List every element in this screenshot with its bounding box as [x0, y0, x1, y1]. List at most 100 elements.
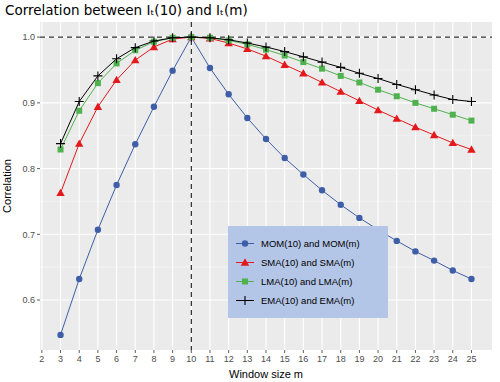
point: [112, 54, 121, 63]
tick: [378, 350, 379, 353]
point: [467, 145, 475, 152]
tick-label: 0.9: [22, 98, 35, 108]
grid-line: [97, 22, 98, 350]
point: [206, 34, 214, 41]
tick-label: 25: [466, 354, 476, 364]
tick: [37, 37, 40, 38]
tick: [135, 350, 136, 353]
tick: [266, 350, 267, 353]
point: [151, 104, 157, 110]
tick: [79, 350, 80, 353]
tick: [303, 350, 304, 353]
point: [76, 276, 82, 282]
point: [374, 74, 383, 83]
tick: [116, 350, 117, 353]
tick-label: 1.0: [22, 32, 35, 42]
grid-line: [434, 22, 435, 350]
point: [431, 257, 437, 263]
tick: [452, 350, 453, 353]
point: [448, 95, 457, 104]
grid-line: [153, 22, 154, 350]
point: [262, 42, 271, 51]
tick: [322, 350, 323, 353]
tick-label: 8: [151, 354, 156, 364]
point: [187, 33, 196, 42]
grid-line: [452, 22, 453, 350]
legend-marker: [241, 258, 249, 265]
point: [431, 106, 437, 112]
point: [112, 76, 120, 83]
point: [224, 35, 233, 44]
legend-box: [228, 226, 388, 318]
point: [393, 114, 401, 121]
tick: [37, 168, 40, 169]
grid-line: [40, 37, 492, 38]
point: [93, 71, 102, 80]
tick: [41, 350, 42, 353]
point: [205, 33, 214, 42]
tick-label: 21: [392, 354, 402, 364]
point: [57, 332, 63, 338]
series-line: [61, 37, 472, 335]
tick: [228, 350, 229, 353]
chart: Correlation between Iₜ(10) and Iₜ(m) 0.6 0…: [0, 0, 500, 382]
tick: [396, 350, 397, 353]
reference-line: [191, 22, 192, 350]
tick: [153, 350, 154, 353]
point: [149, 37, 158, 46]
legend-marker: [242, 240, 248, 246]
point: [394, 238, 400, 244]
y-axis-label: Correlation: [1, 159, 13, 213]
tick-label: 18: [336, 354, 346, 364]
point: [318, 58, 327, 67]
tick-label: 14: [261, 354, 271, 364]
point: [356, 215, 362, 221]
legend-label: LMA(10) and LMA(m): [261, 276, 352, 287]
tick-label: 12: [224, 354, 234, 364]
tick-label: 24: [448, 354, 458, 364]
tick-label: 19: [354, 354, 364, 364]
point: [299, 52, 308, 61]
legend-marker: [241, 296, 250, 305]
point: [243, 39, 252, 48]
point: [411, 85, 420, 94]
tick: [415, 350, 416, 353]
tick-label: 13: [242, 354, 252, 364]
point: [169, 67, 175, 73]
point: [450, 112, 456, 118]
tick-label: 0.6: [22, 295, 35, 305]
grid-line: [79, 22, 80, 350]
point: [356, 79, 362, 85]
data-group: [40, 22, 492, 350]
tick: [359, 350, 360, 353]
tick: [434, 350, 435, 353]
title: Correlation between Iₜ(10) and Iₜ(m): [5, 2, 248, 18]
grid-line: [41, 22, 42, 350]
point: [168, 33, 177, 42]
legend-label: MOM(10) and MOM(m): [261, 238, 360, 249]
point: [131, 56, 139, 63]
tick-label: 5: [95, 354, 100, 364]
point: [280, 47, 289, 56]
grid-line: [396, 22, 397, 350]
grid-line: [135, 22, 136, 350]
tick-label: 2: [39, 354, 44, 364]
point: [299, 69, 307, 76]
tick: [60, 350, 61, 353]
reference-line: [40, 37, 492, 38]
tick-label: 7: [133, 354, 138, 364]
tick-label: 11: [205, 354, 214, 364]
legend-marker: [242, 279, 248, 285]
legend-label: EMA(10) and EMA(m): [261, 295, 354, 306]
tick: [37, 234, 40, 235]
x-axis-label: Window size m: [229, 368, 303, 380]
plot-panel: [40, 22, 492, 350]
point: [392, 80, 401, 89]
tick-label: 17: [317, 354, 327, 364]
tick: [172, 350, 173, 353]
point: [225, 91, 231, 97]
grid-line: [191, 22, 192, 350]
point: [132, 141, 138, 147]
tick-label: 0.7: [22, 230, 35, 240]
tick-label: 4: [77, 354, 82, 364]
